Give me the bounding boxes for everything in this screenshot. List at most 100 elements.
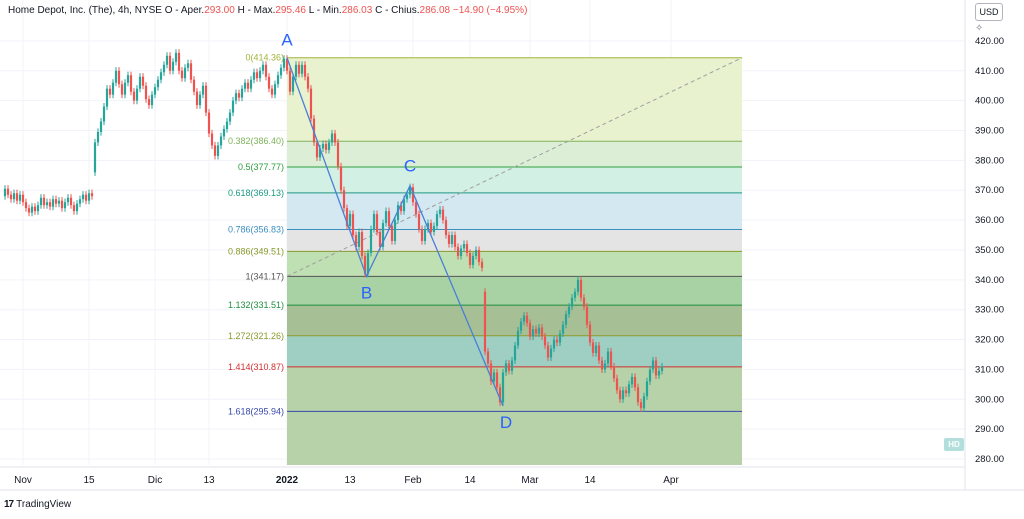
candle	[240, 85, 244, 102]
low-value: 286.03	[341, 5, 373, 16]
candle-body	[114, 70, 118, 83]
price-tick-label: 380.00	[975, 155, 1004, 166]
candle	[411, 183, 415, 206]
candle-body	[60, 200, 64, 209]
candle	[282, 55, 286, 72]
candle-body	[180, 70, 184, 79]
candle	[633, 373, 637, 391]
candle-body	[534, 329, 538, 334]
candle-body	[501, 372, 505, 403]
candle	[201, 82, 205, 99]
candle-body	[564, 314, 568, 325]
candle-body	[492, 372, 496, 382]
candle-body	[138, 76, 142, 89]
candle	[126, 71, 130, 87]
candle	[576, 276, 580, 296]
price-tick-label: 320.00	[975, 335, 1004, 346]
candle-body	[645, 381, 649, 397]
candle	[171, 58, 175, 75]
candle	[255, 68, 259, 82]
candle	[270, 85, 274, 99]
candle-body	[648, 369, 652, 382]
candles	[3, 49, 664, 412]
candle	[57, 197, 61, 208]
candle	[24, 198, 28, 212]
candle	[597, 341, 601, 365]
candle	[645, 377, 649, 400]
candle-body	[327, 142, 331, 150]
candle-body	[438, 209, 442, 215]
candle	[369, 225, 373, 257]
candle	[498, 383, 502, 406]
candle-body	[555, 339, 559, 343]
candle-body	[171, 61, 175, 71]
tradingview-branding[interactable]: 17 TradingView	[4, 499, 71, 510]
candle	[555, 335, 559, 347]
candle-body	[453, 235, 457, 247]
price-tick-label: 400.00	[975, 96, 1004, 107]
candle-body	[480, 261, 484, 268]
candle-body	[288, 70, 292, 92]
candle-body	[201, 85, 205, 95]
candle	[81, 191, 85, 203]
candle-body	[9, 194, 13, 200]
candle-body	[123, 82, 127, 95]
candle-body	[90, 193, 94, 197]
candle	[435, 210, 439, 230]
candle	[150, 91, 154, 109]
candle	[222, 125, 226, 141]
candle	[471, 252, 475, 269]
candle	[60, 197, 64, 212]
candle-body	[591, 342, 595, 353]
candle-body	[426, 223, 430, 230]
candle-body	[435, 214, 439, 227]
candle-body	[429, 223, 433, 233]
candle-body	[213, 145, 217, 156]
candle-body	[141, 76, 145, 86]
price-tick-label: 350.00	[975, 245, 1004, 256]
time-tick-label: Nov	[14, 475, 32, 486]
candle	[321, 140, 325, 152]
fib-level-label: 0.618(369.13)	[228, 188, 284, 198]
candle-body	[603, 363, 607, 370]
candle	[618, 386, 622, 403]
fib-level-label: 1(341.17)	[245, 271, 284, 281]
candle	[186, 59, 190, 72]
scale-settings-icon[interactable]: ✧	[975, 23, 984, 34]
candle-body	[15, 193, 19, 201]
candle-body	[231, 100, 235, 113]
candle-body	[12, 193, 16, 200]
candle	[6, 185, 10, 199]
candle-body	[216, 145, 220, 156]
candle	[219, 132, 223, 150]
candle-body	[75, 203, 79, 212]
candle	[165, 52, 169, 69]
candle	[159, 68, 163, 84]
candle	[432, 222, 436, 236]
candle-body	[129, 75, 133, 92]
brand-name: TradingView	[16, 499, 72, 510]
currency-button[interactable]: USD	[975, 3, 1003, 21]
candle-body	[504, 363, 508, 373]
candle-body	[87, 193, 91, 201]
candle	[510, 356, 514, 375]
candle	[648, 365, 652, 385]
candle-body	[24, 202, 28, 209]
candle-body	[93, 142, 97, 173]
candle-body	[222, 129, 226, 137]
candle-body	[624, 390, 628, 394]
candle	[549, 344, 553, 362]
candle-body	[372, 214, 376, 230]
candle	[9, 191, 13, 203]
fib-zone	[287, 167, 742, 193]
candle	[528, 319, 532, 341]
candle	[330, 129, 334, 147]
candle-body	[360, 232, 364, 256]
time-tick-label: Feb	[404, 475, 422, 486]
candle	[492, 368, 496, 385]
candle-body	[642, 396, 646, 409]
candle	[543, 332, 547, 350]
candle	[129, 71, 133, 96]
candle	[546, 341, 550, 362]
